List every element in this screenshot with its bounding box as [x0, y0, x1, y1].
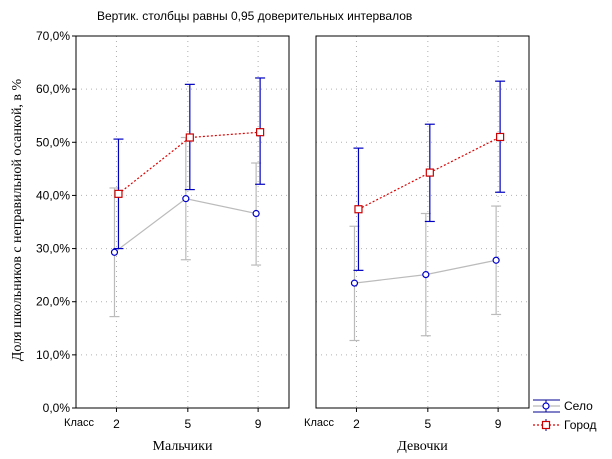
legend-item-gorod: Город [533, 418, 596, 432]
x-tick-label: 5 [424, 417, 431, 431]
data-point [422, 271, 430, 279]
data-point [492, 256, 500, 264]
x-tick-label: 9 [255, 417, 262, 431]
y-axis-label: Доля школьников с неправильной осанкой, … [10, 78, 25, 361]
data-point [425, 168, 434, 177]
x-tick-label: 2 [353, 417, 360, 431]
chart-title: Вертик. столбцы равны 0,95 доверительных… [97, 9, 412, 23]
x-tick-label: 9 [495, 417, 502, 431]
legend-label: Город [564, 418, 596, 432]
panel-label: Мальчики [153, 439, 213, 454]
data-point [182, 195, 190, 203]
data-point [114, 189, 123, 198]
y-tick-label: 50,0% [36, 135, 70, 149]
x-axis-caption: Класс [64, 417, 94, 429]
data-point [350, 279, 359, 287]
legend-label: Село [564, 399, 593, 413]
y-tick-label: 20,0% [36, 295, 70, 309]
series-line [118, 131, 261, 195]
data-point [256, 128, 265, 137]
x-tick-label: 5 [184, 417, 191, 431]
data-point [185, 133, 194, 142]
y-tick-label: 0,0% [43, 401, 71, 415]
y-tick-label: 30,0% [36, 242, 70, 256]
y-tick-label: 40,0% [36, 188, 70, 202]
y-tick-label: 10,0% [36, 348, 70, 362]
data-point [354, 205, 363, 214]
x-axis-caption: Класс [304, 417, 334, 429]
y-tick-label: 70,0% [36, 29, 70, 43]
data-point [252, 209, 260, 218]
legend-item-selo: Село [533, 399, 593, 413]
plot-frame [315, 35, 530, 409]
panel-1: 0,0% 10,0% 20,0% 30,0% 40,0% 50,0% 60,0% 70,0% 2… [36, 29, 290, 454]
series-selo [349, 205, 502, 342]
panel-label: Девочки [397, 439, 448, 454]
legend-marker [542, 402, 550, 410]
y-tick-label: 60,0% [36, 82, 70, 96]
legend-marker [541, 420, 551, 430]
plot-frame [75, 35, 290, 409]
series-selo [109, 136, 262, 318]
panel-2: 2 5 9 Класс Девочки [304, 35, 530, 454]
series-gorod [353, 80, 506, 271]
data-point [110, 248, 119, 256]
series-gorod [113, 77, 266, 250]
x-tick-label: 2 [113, 417, 120, 431]
data-point [496, 132, 505, 142]
legend: Село Город [533, 399, 596, 432]
